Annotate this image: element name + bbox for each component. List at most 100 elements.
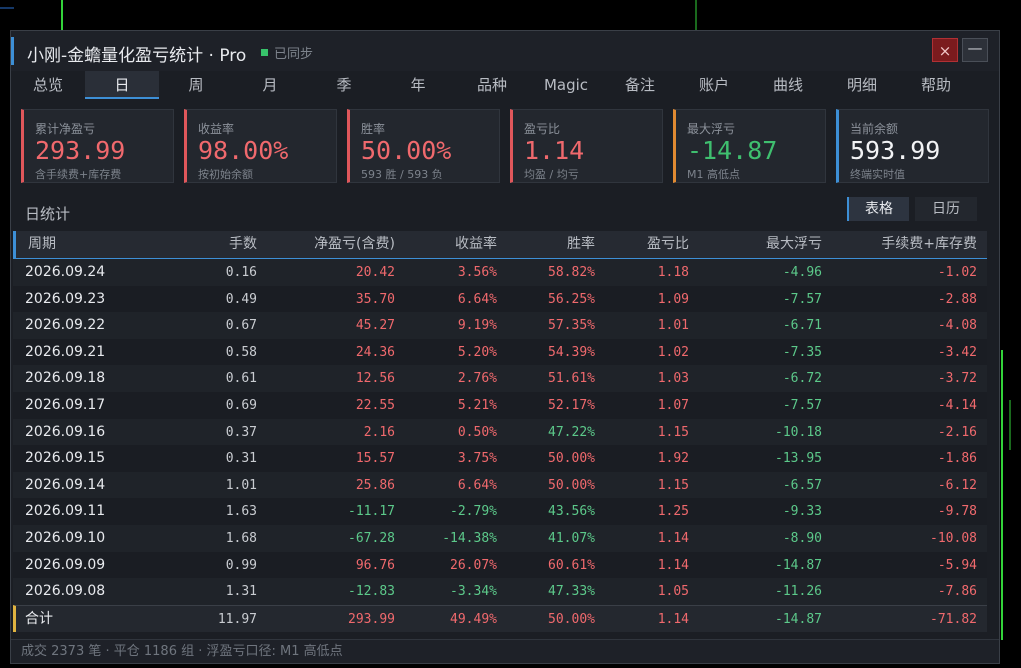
card-value: 50.00% (361, 136, 452, 165)
cell-max-floating-loss: -9.33 (782, 504, 822, 520)
cell-return: 3.56% (457, 265, 497, 280)
cell-net-pnl: 24.36 (355, 344, 395, 360)
tab-week[interactable]: 周 (188, 76, 204, 94)
cell-max-floating-loss: -7.35 (782, 344, 822, 360)
cell-return: 5.20% (457, 344, 497, 360)
cell-return: 9.19% (457, 318, 497, 334)
tab-quarter[interactable]: 季 (336, 76, 352, 94)
cell-win-rate: 57.35% (548, 318, 595, 334)
card-net-pnl: 累计净盈亏 293.99 含手续费+库存费 (21, 109, 174, 183)
tab-month[interactable]: 月 (262, 76, 278, 94)
cell-period: 2026.09.09 (25, 556, 106, 573)
table-row[interactable]: 2026.09.10 1.68 -67.28 -14.38% 41.07% 1.14 -8.… (13, 524, 987, 552)
cell-max-floating-loss: -13.95 (775, 451, 822, 467)
tab-magic[interactable]: Magic (543, 76, 589, 94)
cell-max-floating-loss: -10.18 (775, 424, 822, 440)
cell-lots: 0.61 (225, 371, 257, 387)
card-sub: 终端实时值 (850, 168, 905, 181)
cell-pl-ratio: 1.15 (657, 477, 689, 493)
tab-account[interactable]: 账户 (698, 76, 729, 94)
cell-net-pnl: 96.76 (355, 557, 395, 573)
view-table-button[interactable]: 表格 (847, 197, 909, 221)
cell-pl-ratio: 1.07 (657, 397, 689, 413)
table-row[interactable]: 2026.09.21 0.58 24.36 5.20% 54.39% 1.02 -7.35 -… (13, 338, 987, 366)
col-win-rate[interactable]: 胜率 (567, 236, 595, 252)
close-button[interactable]: × (932, 38, 958, 62)
cell-period: 2026.09.17 (25, 396, 106, 413)
cell-net-pnl: 22.55 (355, 397, 395, 413)
cell-period: 2026.09.10 (25, 529, 106, 546)
cell-return: 26.07% (450, 557, 497, 573)
table-row[interactable]: 2026.09.23 0.49 35.70 6.64% 56.25% 1.09 -7.57 -… (13, 285, 987, 313)
cell-return: -2.79% (450, 504, 497, 520)
cell-period: 2026.09.18 (25, 370, 106, 387)
sync-status: 已同步 (261, 43, 313, 62)
col-lots[interactable]: 手数 (229, 236, 257, 252)
table-header: 周期 手数 净盈亏(含费) 收益率 胜率 盈亏比 最大浮亏 手续费+库存费 (13, 231, 987, 259)
total-pl-ratio: 1.14 (657, 611, 689, 627)
cell-period: 2026.09.23 (25, 290, 106, 307)
cell-lots: 0.16 (225, 265, 257, 280)
tab-symbol[interactable]: 品种 (476, 76, 507, 94)
card-label: 累计净盈亏 (35, 122, 96, 136)
cell-pl-ratio: 1.03 (657, 371, 689, 387)
tab-year[interactable]: 年 (410, 76, 426, 94)
table-row[interactable]: 2026.09.11 1.63 -11.17 -2.79% 43.56% 1.25 -9.3… (13, 498, 987, 525)
cell-pl-ratio: 1.14 (657, 557, 689, 573)
card-value: 593.99 (850, 136, 941, 165)
cell-lots: 0.99 (225, 557, 257, 573)
tab-day[interactable]: 日 (85, 71, 159, 99)
cell-max-floating-loss: -6.71 (782, 318, 822, 334)
col-return[interactable]: 收益率 (455, 236, 497, 252)
cell-fees: -3.72 (937, 371, 977, 387)
cell-period: 2026.09.08 (25, 583, 106, 600)
cell-net-pnl: -11.17 (348, 504, 395, 520)
col-pl-ratio[interactable]: 盈亏比 (647, 236, 689, 252)
tab-curve[interactable]: 曲线 (772, 76, 803, 94)
table-row[interactable]: 2026.09.08 1.31 -12.83 -3.34% 47.33% 1.05 -11.… (13, 578, 987, 605)
minimize-button[interactable]: — (962, 38, 988, 62)
cell-pl-ratio: 1.09 (657, 291, 689, 307)
cell-win-rate: 58.82% (548, 265, 595, 280)
table-row[interactable]: 2026.09.22 0.67 45.27 9.19% 57.35% 1.01 -6.71 -… (13, 312, 987, 339)
table-row[interactable]: 2026.09.16 0.37 2.16 0.50% 47.22% 1.15 -10.18 -… (13, 418, 987, 446)
tab-details[interactable]: 明细 (846, 76, 877, 94)
view-calendar-button[interactable]: 日历 (915, 197, 977, 221)
cell-return: 0.50% (457, 424, 497, 440)
col-net-pnl[interactable]: 净盈亏(含费) (314, 236, 395, 252)
card-sub: 均盈 / 均亏 (524, 168, 579, 181)
cell-period: 2026.09.16 (25, 423, 106, 440)
table-row[interactable]: 2026.09.15 0.31 15.57 3.75% 50.00% 1.92 -13.95… (13, 445, 987, 472)
table-body: 2026.09.24 0.16 20.42 3.56% 58.82% 1.18 -4.96 -… (13, 259, 987, 605)
card-value: 293.99 (35, 136, 126, 165)
cell-net-pnl: 45.27 (355, 318, 395, 334)
table-row[interactable]: 2026.09.18 0.61 12.56 2.76% 51.61% 1.03 -6.72 -… (13, 365, 987, 392)
cell-pl-ratio: 1.05 (657, 584, 689, 600)
cell-win-rate: 50.00% (548, 451, 595, 467)
table-row[interactable]: 2026.09.24 0.16 20.42 3.56% 58.82% 1.18 -4.96 -… (13, 259, 987, 286)
card-return: 收益率 98.00% 按初始余额 (184, 109, 337, 183)
cell-return: -14.38% (442, 530, 497, 546)
total-lots: 11.97 (217, 611, 257, 627)
cell-net-pnl: 12.56 (355, 371, 395, 387)
table-row[interactable]: 2026.09.09 0.99 96.76 26.07% 60.61% 1.14 -14.8… (13, 551, 987, 579)
col-max-floating-loss[interactable]: 最大浮亏 (766, 236, 822, 252)
table-row[interactable]: 2026.09.14 1.01 25.86 6.64% 50.00% 1.15 -6.57 -… (13, 471, 987, 499)
cell-pl-ratio: 1.02 (657, 344, 689, 360)
table-row[interactable]: 2026.09.17 0.69 22.55 5.21% 52.17% 1.07 -7.57 -… (13, 391, 987, 419)
tab-overview[interactable]: 总览 (32, 76, 63, 94)
window-title: 小刚-金蟾量化盈亏统计 · Pro (27, 46, 247, 66)
col-period[interactable]: 周期 (28, 236, 56, 252)
tab-bar: 总览 日 周 月 季 年 品种 Magic 备注 账户 曲线 明细 帮助 (11, 71, 999, 99)
cell-fees: -10.08 (930, 530, 977, 546)
title-bar[interactable]: 小刚-金蟾量化盈亏统计 · Pro 已同步 × — (11, 31, 999, 71)
tab-help[interactable]: 帮助 (920, 76, 951, 94)
cell-period: 2026.09.21 (25, 343, 106, 360)
card-max-floating-loss: 最大浮亏 -14.87 M1 高低点 (673, 109, 826, 183)
card-win-rate: 胜率 50.00% 593 胜 / 593 负 (347, 109, 500, 183)
daily-stats-table: 周期 手数 净盈亏(含费) 收益率 胜率 盈亏比 最大浮亏 手续费+库存费 20… (13, 231, 987, 632)
cell-win-rate: 51.61% (548, 371, 595, 387)
cell-win-rate: 52.17% (548, 397, 595, 413)
col-fees[interactable]: 手续费+库存费 (881, 236, 977, 252)
tab-notes[interactable]: 备注 (624, 76, 655, 94)
